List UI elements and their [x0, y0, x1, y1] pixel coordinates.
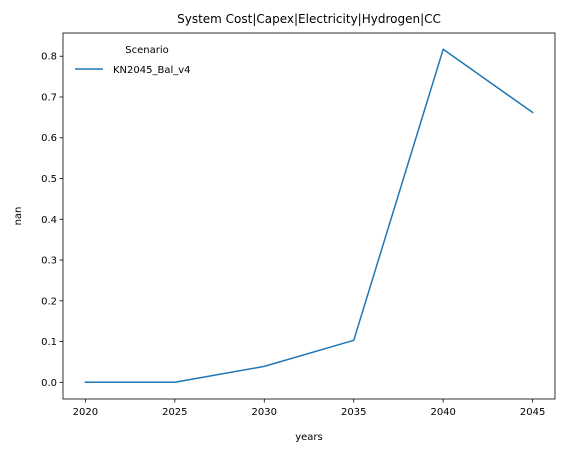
chart-title: System Cost|Capex|Electricity|Hydrogen|C…	[177, 12, 441, 26]
y-tick-label: 0.8	[41, 52, 57, 63]
y-tick-label: 0.6	[41, 133, 57, 144]
x-axis-label: years	[295, 432, 323, 443]
y-tick-label: 0.2	[41, 296, 57, 307]
legend: Scenario KN2045_Bal_v4	[75, 45, 191, 76]
x-tick-label: 2025	[162, 407, 187, 418]
y-tick-label: 0.7	[41, 92, 57, 103]
x-axis: 2020 2025 2030 2035 2040 2045	[73, 399, 545, 418]
series-line-kn2045-bal-v4	[84, 48, 534, 384]
y-tick-label: 0.4	[41, 215, 57, 226]
y-axis: 0.0 0.1 0.2 0.3 0.4 0.5 0.6 0.7 0.8	[41, 52, 63, 389]
x-tick-label: 2045	[520, 407, 545, 418]
y-tick-label: 0.0	[41, 378, 57, 389]
legend-title: Scenario	[125, 45, 168, 56]
plot-area-frame	[62, 32, 556, 400]
series-layer	[84, 48, 534, 384]
y-axis-label: nan	[13, 207, 24, 226]
x-tick-label: 2030	[252, 407, 277, 418]
y-tick-label: 0.3	[41, 256, 57, 267]
x-tick-label: 2040	[430, 407, 455, 418]
x-tick-label: 2035	[341, 407, 366, 418]
y-tick-label: 0.1	[41, 337, 57, 348]
y-tick-label: 0.5	[41, 174, 57, 185]
legend-entry-label: KN2045_Bal_v4	[113, 65, 191, 76]
x-tick-label: 2020	[73, 407, 98, 418]
